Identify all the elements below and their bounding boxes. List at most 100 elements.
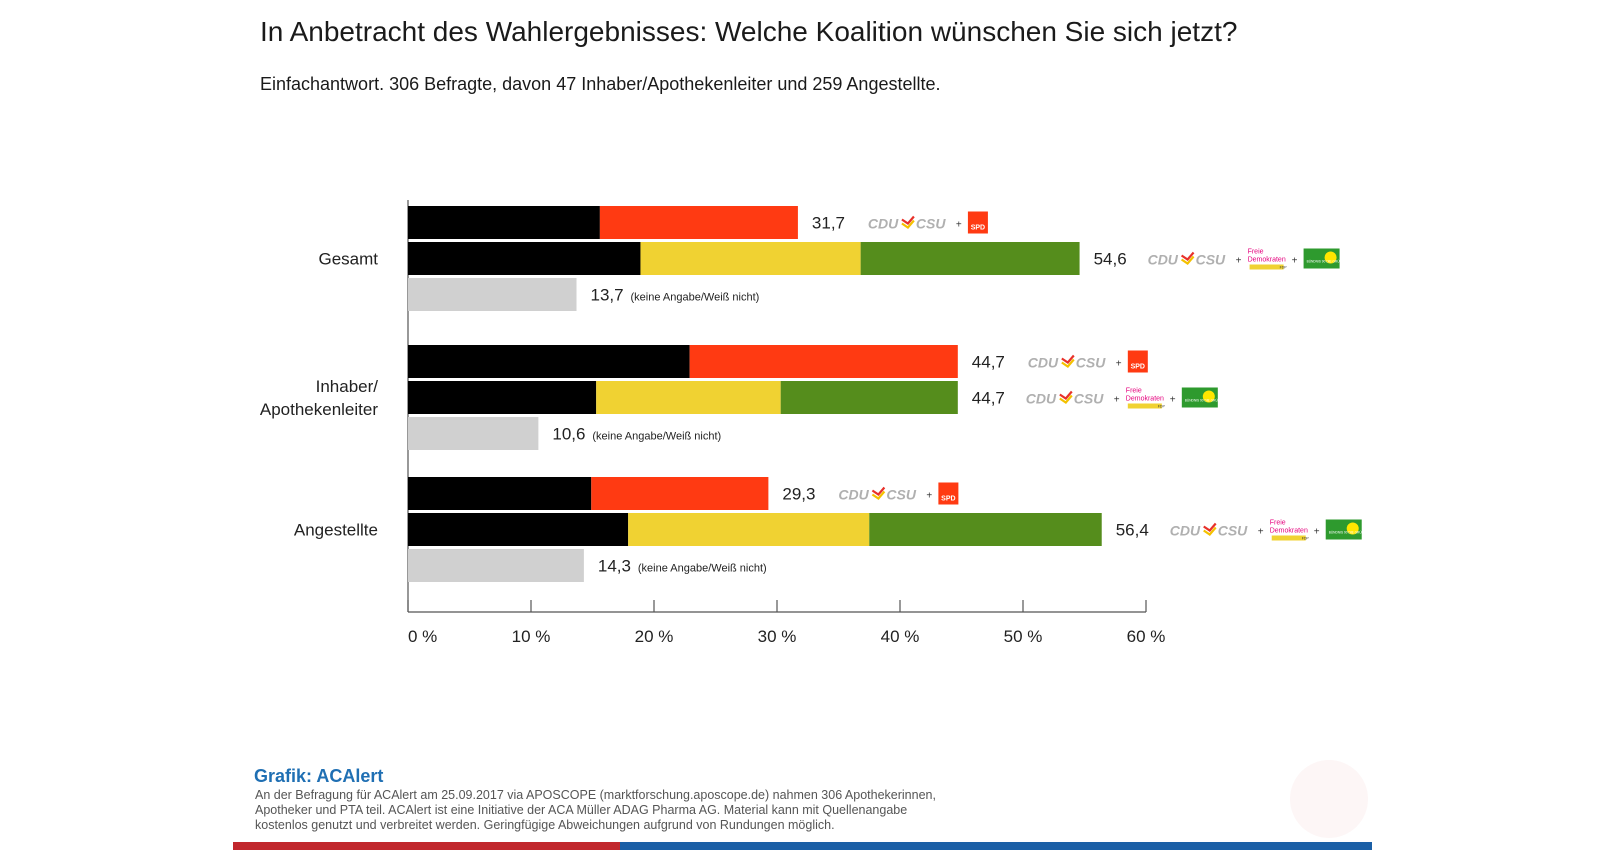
- bar-segment-none: [408, 417, 539, 450]
- bar-segment-fdp: [596, 381, 781, 414]
- bar-value-label: 44,7: [972, 389, 1005, 408]
- jamaika-fdp-logo-line2: Demokraten: [1270, 528, 1308, 535]
- x-tick-label: 10 %: [512, 627, 551, 646]
- bar-value-label: 56,4: [1116, 521, 1149, 540]
- grosse-koalition-plus-sign: +: [1116, 359, 1122, 370]
- jamaika-fdp-logo-line3: FDP: [1302, 537, 1310, 541]
- bar-value-label: 54,6: [1094, 250, 1127, 269]
- jamaika-fdp-logo-line2: Demokraten: [1248, 257, 1286, 264]
- footer-stripe-blue: [620, 842, 1372, 850]
- jamaika-cdu-swoosh-icon-2: [1180, 255, 1195, 265]
- coalition-bar-chart: 0 % 10 % 20 % 30 % 40 % 50 % 60 % Gesamt 31,7 CDU…: [259, 200, 1369, 646]
- chart-subtitle: Einfachantwort. 306 Befragte, davon 47 I…: [260, 74, 941, 94]
- grosse-koalition-cdu-swoosh-icon: [901, 215, 915, 225]
- jamaika-plus-sign: +: [1258, 527, 1264, 538]
- bar-segment-cdu: [408, 242, 641, 275]
- jamaika-cdu-logo: CDU: [1170, 523, 1201, 539]
- jamaika-gruene-logo-text: BÜNDNIS 90 DIE GRÜNEN: [1329, 531, 1369, 535]
- grosse-koalition-cdu-logo: CDU: [838, 487, 869, 503]
- x-tick-label: 60 %: [1127, 627, 1166, 646]
- grosse-koalition-cdu-swoosh-icon-2: [901, 219, 915, 229]
- chart-title: In Anbetracht des Wahlergebnisses: Welch…: [260, 16, 1238, 47]
- jamaika-fdp-logo-line1: Freie: [1126, 388, 1142, 395]
- jamaika-fdp-logo-bar: [1249, 264, 1284, 270]
- bar-value-label: 29,3: [782, 485, 815, 504]
- jamaika-csu-logo: CSU: [1074, 391, 1104, 407]
- bar-segment-spd: [689, 345, 958, 378]
- jamaika-fdp-logo-bar: [1127, 403, 1162, 409]
- x-tick-label: 30 %: [758, 627, 797, 646]
- bar-value-label: 44,7: [972, 353, 1005, 372]
- grosse-koalition-spd-logo-text: SPD: [971, 225, 985, 232]
- credit-label: Grafik: ACAlert: [254, 766, 384, 786]
- jamaika-sunflower-icon: [1202, 390, 1215, 403]
- bar-note-label: (keine Angabe/Weiß nicht): [631, 292, 760, 304]
- jamaika-fdp-logo-line3: FDP: [1280, 266, 1288, 270]
- jamaika-plus-sign: +: [1236, 256, 1242, 267]
- jamaika-csu-logo: CSU: [1196, 252, 1226, 268]
- jamaika-2-plus-sign: +: [1314, 527, 1320, 538]
- group-label: Inhaber/: [316, 377, 379, 396]
- bar-segment-cdu: [408, 206, 600, 239]
- bar-note-label: (keine Angabe/Weiß nicht): [638, 563, 767, 575]
- jamaika-fdp-logo-line2: Demokraten: [1126, 396, 1164, 403]
- grosse-koalition-spd-logo-box: [938, 482, 959, 505]
- bar-segment-gruene: [869, 513, 1102, 546]
- jamaika-cdu-logo: CDU: [1026, 391, 1057, 407]
- jamaika-cdu-swoosh-icon-2: [1059, 394, 1073, 404]
- group-label: Angestellte: [294, 521, 378, 540]
- x-tick-label: 50 %: [1004, 627, 1043, 646]
- bar-segment-gruene: [780, 381, 958, 414]
- jamaika-sunflower-icon: [1346, 522, 1359, 535]
- bar-value-label: 13,7: [591, 286, 624, 305]
- jamaika-cdu-swoosh-icon-2: [1203, 526, 1217, 536]
- bar-segment-fdp: [640, 242, 861, 275]
- jamaika-fdp-logo-line1: Freie: [1270, 520, 1286, 527]
- jamaika-gruene-logo-text: BÜNDNIS 90 DIE GRÜNEN: [1307, 260, 1347, 264]
- source-note: An der Befragung für ACAlert am 25.09.20…: [255, 788, 936, 832]
- jamaika-csu-logo: CSU: [1218, 523, 1248, 539]
- bar-segment-gruene: [860, 242, 1080, 275]
- bar-segment-none: [408, 549, 584, 582]
- grosse-koalition-spd-logo-box: [1127, 350, 1148, 373]
- jamaika-cdu-swoosh-icon: [1059, 390, 1073, 400]
- x-tick-label: 40 %: [881, 627, 920, 646]
- x-tick-label: 20 %: [635, 627, 674, 646]
- x-tick-label: 0 %: [408, 627, 437, 646]
- grosse-koalition-csu-logo: CSU: [1076, 355, 1106, 371]
- grosse-koalition-cdu-swoosh-icon-2: [1061, 358, 1075, 368]
- jamaika-fdp-logo-bar: [1271, 535, 1306, 541]
- bar-value-label: 10,6: [552, 425, 585, 444]
- bar-note-label: (keine Angabe/Weiß nicht): [592, 431, 721, 443]
- jamaika-cdu-swoosh-icon: [1203, 522, 1217, 532]
- grosse-koalition-cdu-logo: CDU: [1028, 355, 1059, 371]
- bar-segment-cdu: [408, 477, 592, 510]
- bar-value-label: 14,3: [598, 557, 631, 576]
- jamaika-plus-sign: +: [1114, 395, 1120, 406]
- grosse-koalition-csu-logo: CSU: [886, 487, 916, 503]
- grosse-koalition-spd-logo-box: [967, 211, 988, 234]
- bar-value-label: 31,7: [812, 214, 845, 233]
- jamaika-cdu-logo: CDU: [1148, 252, 1179, 268]
- grosse-koalition-plus-sign: +: [926, 491, 932, 502]
- decorative-circle: [1290, 760, 1368, 838]
- grosse-koalition-cdu-swoosh-icon: [871, 486, 886, 496]
- bar-segment-cdu: [408, 381, 597, 414]
- grosse-koalition-cdu-swoosh-icon: [1061, 354, 1075, 364]
- bar-segment-spd: [599, 206, 798, 239]
- group-label: Gesamt: [318, 250, 378, 269]
- bar-segment-fdp: [628, 513, 870, 546]
- jamaika-cdu-swoosh-icon: [1180, 251, 1195, 261]
- jamaika-fdp-logo-line1: Freie: [1248, 249, 1264, 256]
- jamaika-fdp-logo-line3: FDP: [1158, 405, 1166, 409]
- bar-segment-spd: [591, 477, 769, 510]
- bar-segment-cdu: [408, 513, 629, 546]
- bar-segment-cdu: [408, 345, 690, 378]
- grosse-koalition-csu-logo: CSU: [916, 216, 946, 232]
- bar-segment-none: [408, 278, 577, 311]
- grosse-koalition-cdu-swoosh-icon-2: [871, 490, 886, 500]
- footer-stripe-red: [233, 842, 620, 850]
- grosse-koalition-spd-logo-text: SPD: [1131, 364, 1145, 371]
- grosse-koalition-plus-sign: +: [956, 220, 962, 231]
- jamaika-gruene-logo-text: BÜNDNIS 90 DIE GRÜNEN: [1185, 399, 1225, 403]
